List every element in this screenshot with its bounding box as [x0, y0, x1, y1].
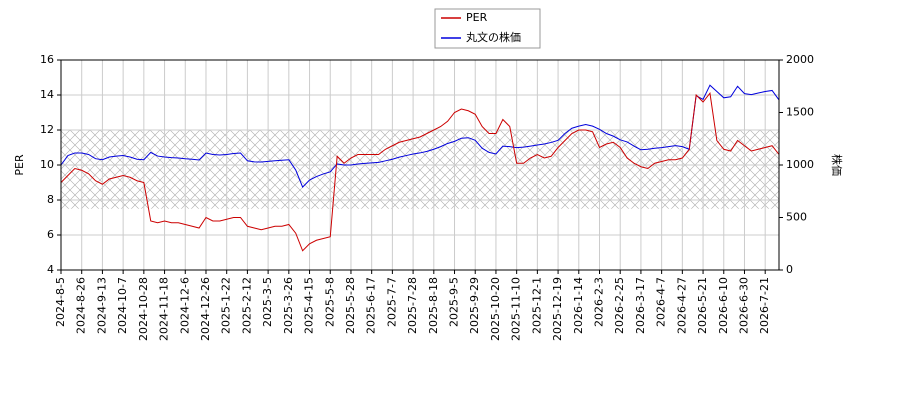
y2-tick-label: 1000 — [786, 158, 814, 171]
x-tick-label: 2024-12-6 — [178, 277, 191, 334]
x-tick-label: 2025-11-10 — [510, 277, 523, 341]
x-tick-label: 2026-5-21 — [696, 277, 709, 334]
x-tick-label: 2026-3-17 — [634, 277, 647, 334]
y-tick-label: 14 — [40, 88, 54, 101]
x-tick-label: 2024-10-7 — [116, 277, 129, 334]
x-tick-label: 2025-3-26 — [282, 277, 295, 334]
y2-tick-label: 0 — [786, 263, 793, 276]
x-tick-label: 2025-6-17 — [365, 277, 378, 334]
y-tick-label: 4 — [47, 263, 54, 276]
y2-tick-label: 1500 — [786, 106, 814, 119]
y-tick-label: 6 — [47, 228, 54, 241]
x-tick-label: 2024-11-18 — [158, 277, 171, 341]
y-tick-label: 10 — [40, 158, 54, 171]
y-axis-label: PER — [13, 154, 26, 176]
x-tick-label: 2025-1-22 — [220, 277, 233, 334]
x-tick-label: 2024-9-13 — [95, 277, 108, 334]
plot-frame — [60, 59, 780, 271]
y2-tick-label: 500 — [786, 211, 807, 224]
x-tick-label: 2025-8-18 — [427, 277, 440, 334]
y-tick-label: 12 — [40, 123, 54, 136]
y-tick-label: 8 — [47, 193, 54, 206]
x-tick-label: 2024-10-28 — [137, 277, 150, 341]
legend: PER 丸文の株価 — [434, 8, 541, 49]
x-tick-label: 2025-3-5 — [261, 277, 274, 327]
x-tick-label: 2025-5-28 — [344, 277, 357, 334]
x-tick-label: 2025-4-15 — [303, 277, 316, 334]
x-tick-label: 2026-1-14 — [572, 277, 585, 334]
x-tick-label: 2025-5-8 — [323, 277, 336, 327]
x-tick-label: 2025-2-12 — [240, 277, 253, 334]
y2-axis-label: 株価 — [830, 154, 844, 176]
x-tick-label: 2025-7-28 — [406, 277, 419, 334]
legend-box — [434, 8, 541, 49]
legend-label: 丸文の株価 — [466, 30, 521, 44]
x-tick-label: 2025-12-19 — [551, 277, 564, 341]
x-tick-label: 2025-7-7 — [385, 277, 398, 327]
x-tick-label: 2025-9-29 — [468, 277, 481, 334]
legend-label: PER — [466, 11, 488, 24]
x-tick-label: 2025-12-1 — [530, 277, 543, 334]
y2-tick-label: 2000 — [786, 53, 814, 66]
x-tick-label: 2024-8-5 — [54, 277, 67, 327]
x-tick-label: 2026-7-21 — [758, 277, 771, 334]
x-tick-label: 2026-6-10 — [717, 277, 730, 334]
series-line — [60, 84, 780, 188]
x-tick-label: 2025-10-20 — [489, 277, 502, 341]
x-tick-label: 2025-9-5 — [448, 277, 461, 327]
x-tick-label: 2026-6-30 — [737, 277, 750, 334]
shaded-band — [61, 130, 779, 209]
x-tick-label: 2026-2-25 — [613, 277, 626, 334]
y-tick-label: 16 — [40, 53, 54, 66]
series-line — [60, 92, 780, 252]
x-tick-label: 2026-4-27 — [675, 277, 688, 334]
x-tick-label: 2026-4-7 — [655, 277, 668, 327]
x-tick-label: 2024-8-26 — [75, 277, 88, 334]
x-tick-label: 2026-2-3 — [593, 277, 606, 327]
x-tick-label: 2024-12-26 — [199, 277, 212, 341]
